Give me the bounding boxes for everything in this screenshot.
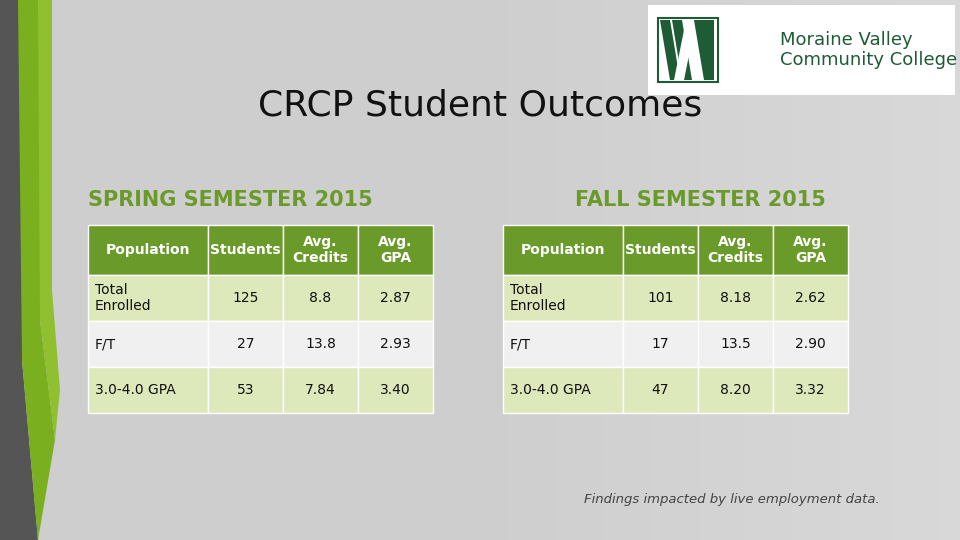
FancyBboxPatch shape: [88, 321, 208, 367]
Text: 2.87: 2.87: [380, 291, 411, 305]
FancyBboxPatch shape: [503, 225, 623, 275]
FancyBboxPatch shape: [648, 5, 955, 95]
Text: Findings impacted by live employment data.: Findings impacted by live employment dat…: [585, 494, 880, 507]
Text: Avg.
Credits: Avg. Credits: [708, 235, 763, 265]
FancyBboxPatch shape: [88, 367, 208, 413]
Text: Total
Enrolled: Total Enrolled: [510, 283, 566, 313]
FancyBboxPatch shape: [283, 225, 358, 275]
Text: F/T: F/T: [95, 337, 116, 351]
Text: Avg.
GPA: Avg. GPA: [793, 235, 828, 265]
FancyBboxPatch shape: [358, 225, 433, 275]
Polygon shape: [672, 20, 692, 80]
FancyBboxPatch shape: [698, 225, 773, 275]
FancyBboxPatch shape: [88, 275, 208, 321]
Text: Students: Students: [210, 243, 281, 257]
FancyBboxPatch shape: [773, 225, 848, 275]
FancyBboxPatch shape: [773, 275, 848, 321]
FancyBboxPatch shape: [358, 321, 433, 367]
FancyBboxPatch shape: [503, 321, 623, 367]
FancyBboxPatch shape: [503, 275, 623, 321]
FancyBboxPatch shape: [283, 275, 358, 321]
FancyBboxPatch shape: [208, 275, 283, 321]
Text: 2.90: 2.90: [795, 337, 826, 351]
FancyBboxPatch shape: [283, 321, 358, 367]
Polygon shape: [18, 0, 55, 540]
Text: 3.0-4.0 GPA: 3.0-4.0 GPA: [510, 383, 590, 397]
FancyBboxPatch shape: [358, 275, 433, 321]
Text: Avg.
GPA: Avg. GPA: [378, 235, 413, 265]
FancyBboxPatch shape: [208, 367, 283, 413]
FancyBboxPatch shape: [773, 367, 848, 413]
Text: Total
Enrolled: Total Enrolled: [95, 283, 152, 313]
Polygon shape: [674, 20, 696, 80]
Text: Avg.
Credits: Avg. Credits: [293, 235, 348, 265]
Polygon shape: [694, 20, 714, 80]
Text: 8.8: 8.8: [309, 291, 331, 305]
Text: 3.40: 3.40: [380, 383, 411, 397]
Text: 2.93: 2.93: [380, 337, 411, 351]
Text: F/T: F/T: [510, 337, 531, 351]
Text: Population: Population: [106, 243, 190, 257]
FancyBboxPatch shape: [773, 321, 848, 367]
FancyBboxPatch shape: [623, 367, 698, 413]
Text: 101: 101: [647, 291, 674, 305]
Text: 13.5: 13.5: [720, 337, 751, 351]
Text: 8.20: 8.20: [720, 383, 751, 397]
Text: 13.8: 13.8: [305, 337, 336, 351]
Text: Population: Population: [520, 243, 605, 257]
Polygon shape: [38, 0, 60, 440]
FancyBboxPatch shape: [623, 225, 698, 275]
FancyBboxPatch shape: [358, 367, 433, 413]
FancyBboxPatch shape: [623, 321, 698, 367]
FancyBboxPatch shape: [623, 275, 698, 321]
FancyBboxPatch shape: [698, 367, 773, 413]
FancyBboxPatch shape: [208, 225, 283, 275]
Text: Moraine Valley
Community College: Moraine Valley Community College: [780, 31, 957, 70]
FancyBboxPatch shape: [698, 321, 773, 367]
Text: 3.32: 3.32: [795, 383, 826, 397]
Text: 3.0-4.0 GPA: 3.0-4.0 GPA: [95, 383, 176, 397]
Text: SPRING SEMESTER 2015: SPRING SEMESTER 2015: [87, 190, 372, 210]
FancyBboxPatch shape: [283, 367, 358, 413]
FancyBboxPatch shape: [208, 321, 283, 367]
Text: 53: 53: [237, 383, 254, 397]
Text: 17: 17: [652, 337, 669, 351]
FancyBboxPatch shape: [698, 275, 773, 321]
FancyBboxPatch shape: [88, 225, 208, 275]
Polygon shape: [660, 20, 680, 80]
Text: 7.84: 7.84: [305, 383, 336, 397]
Text: 8.18: 8.18: [720, 291, 751, 305]
FancyBboxPatch shape: [503, 367, 623, 413]
Text: 2.62: 2.62: [795, 291, 826, 305]
Text: 47: 47: [652, 383, 669, 397]
Text: 125: 125: [232, 291, 258, 305]
Polygon shape: [0, 0, 38, 540]
Text: FALL SEMESTER 2015: FALL SEMESTER 2015: [575, 190, 826, 210]
Text: Students: Students: [625, 243, 696, 257]
Text: 27: 27: [237, 337, 254, 351]
Text: CRCP Student Outcomes: CRCP Student Outcomes: [258, 88, 702, 122]
